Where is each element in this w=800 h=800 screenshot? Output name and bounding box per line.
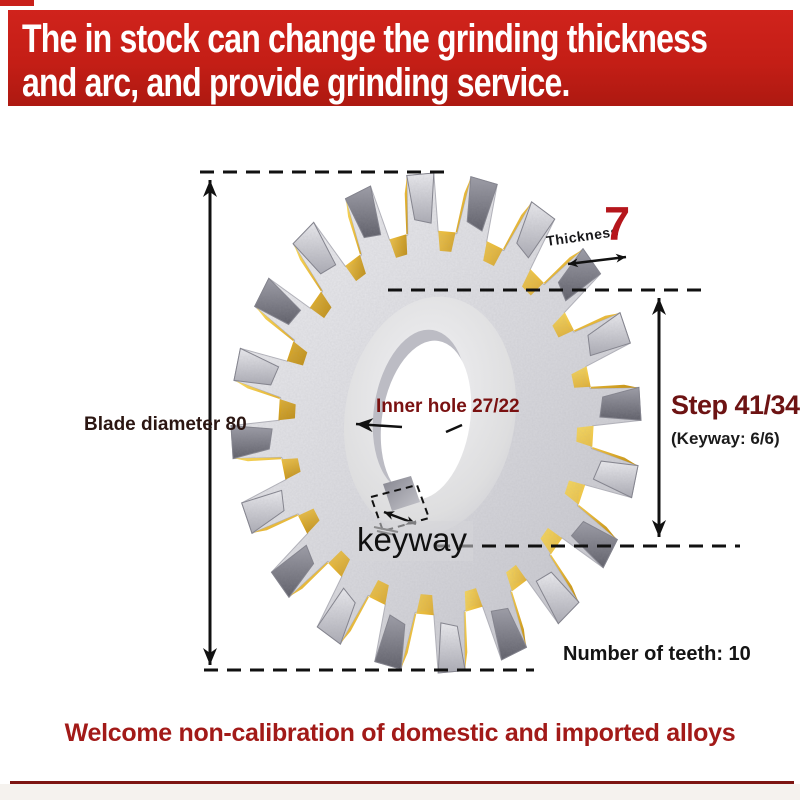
footer-message: Welcome non-calibration of domestic and … [64, 719, 736, 747]
banner-line-2: and arc, and provide grinding service. [22, 61, 570, 105]
promo-banner: The in stock can change the grinding thi… [8, 10, 793, 106]
keyway-spec-label: (Keyway: 6/6) [671, 429, 780, 448]
keyway-slot [383, 476, 420, 511]
inner-hole [380, 340, 472, 500]
inner-hole-label: Inner hole 27/22 [376, 396, 520, 417]
top-left-red-chip [0, 0, 34, 6]
inner-hole-arrow-right [445, 423, 463, 434]
number-of-teeth-label: Number of teeth: 10 [563, 643, 751, 665]
keyway-label: keyway [353, 521, 474, 561]
bottom-strip [0, 784, 800, 800]
step-label: Step 41/34 [671, 390, 800, 420]
banner-line-1: The in stock can change the grinding thi… [22, 17, 708, 61]
thickness-value: 7 [604, 197, 631, 250]
thickness-arrow [567, 253, 627, 268]
footer-rule [10, 781, 794, 784]
inner-hole-arrow-left [355, 418, 403, 433]
blade-diameter-label: Blade diameter 80 [84, 414, 247, 435]
